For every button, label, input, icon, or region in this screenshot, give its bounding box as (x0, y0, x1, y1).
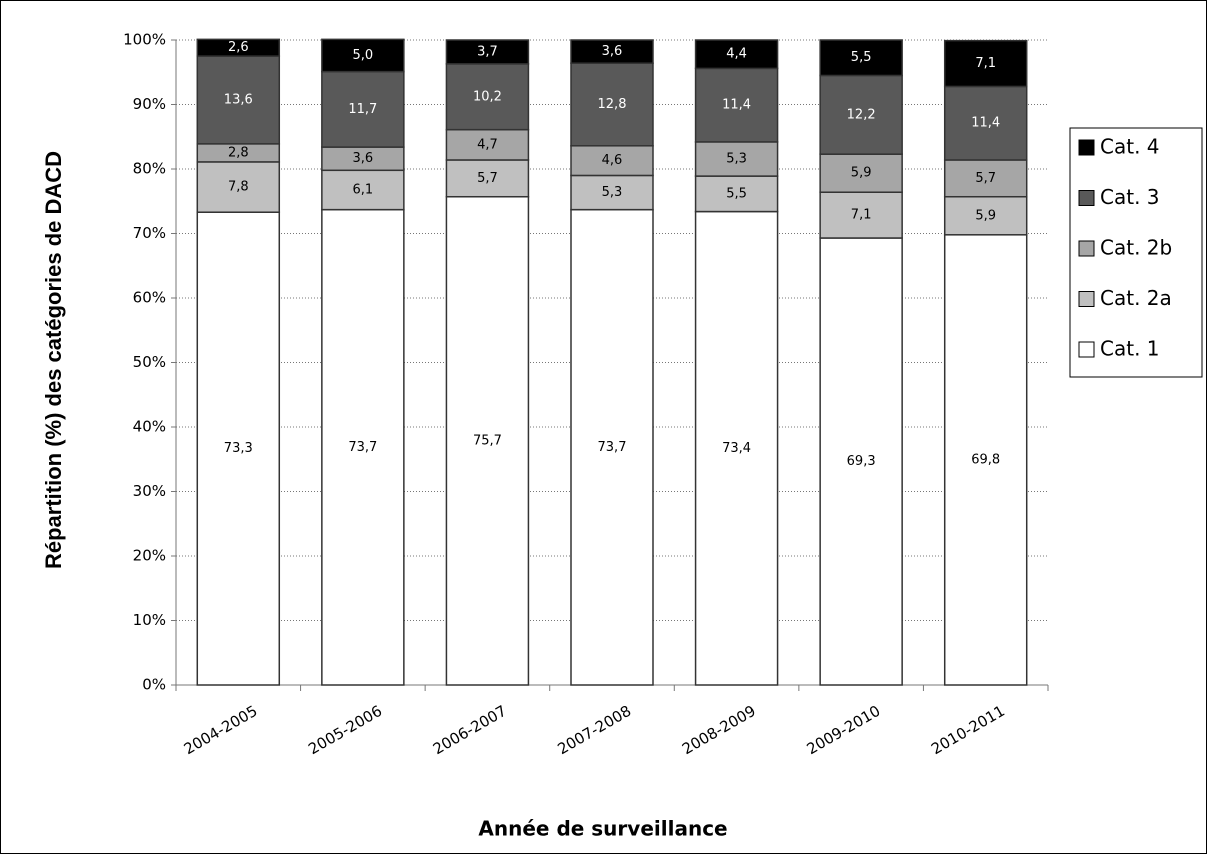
data-label: 5,7 (477, 171, 498, 186)
legend-swatch (1078, 190, 1095, 206)
data-label: 11,7 (348, 102, 377, 117)
y-tick-label: 30% (133, 482, 166, 500)
data-label: 12,8 (598, 97, 627, 112)
legend-label: Cat. 3 (1100, 185, 1160, 209)
bar-segment (694, 67, 779, 143)
data-label: 3,6 (353, 151, 374, 166)
x-axis-title: Année de surveillance (478, 817, 727, 841)
data-label: 5,9 (975, 208, 996, 223)
y-tick-label: 20% (133, 547, 166, 565)
legend-swatch (1078, 291, 1095, 307)
data-label: 5,0 (353, 48, 374, 63)
bar-segment (694, 141, 779, 177)
legend-label: Cat. 4 (1100, 135, 1160, 159)
legend-swatch (1078, 139, 1095, 156)
y-tick-label: 10% (133, 611, 166, 629)
y-tick-label: 0% (142, 676, 166, 694)
bar-segment (819, 191, 903, 239)
bar-segment (819, 39, 903, 77)
legend-label: Cat. 2a (1100, 286, 1172, 310)
data-label: 7,1 (975, 56, 996, 71)
data-label: 5,3 (726, 152, 747, 167)
data-label: 11,4 (722, 98, 751, 113)
bar-segment (570, 39, 654, 64)
data-label: 75,7 (473, 433, 502, 448)
data-label: 73,7 (348, 440, 377, 455)
bar-segment (819, 153, 903, 193)
data-label: 69,8 (971, 452, 1000, 467)
bar-segment (694, 39, 779, 70)
data-label: 5,7 (975, 171, 996, 186)
data-label: 13,6 (224, 92, 253, 107)
data-label: 11,4 (971, 116, 1000, 131)
data-label: 3,7 (477, 44, 498, 59)
data-label: 7,8 (228, 180, 249, 195)
y-axis-title: Répartition (%) des catégories de DACD (41, 151, 66, 569)
data-label: 5,9 (851, 166, 872, 181)
data-label: 10,2 (473, 89, 502, 104)
data-label: 12,2 (847, 107, 876, 122)
data-label: 5,3 (602, 185, 623, 200)
bar-segment (694, 175, 779, 213)
y-tick-label: 70% (133, 224, 166, 242)
data-label: 73,3 (224, 441, 253, 456)
data-label: 73,7 (598, 440, 627, 455)
data-label: 2,6 (228, 40, 249, 55)
bar-segment (819, 74, 903, 155)
bar-segment (570, 145, 654, 177)
legend-label: Cat. 1 (1100, 337, 1160, 361)
data-label: 73,4 (722, 441, 751, 456)
data-label: 5,5 (851, 50, 872, 65)
data-label: 69,3 (847, 454, 876, 469)
bar-segment (445, 63, 530, 131)
y-tick-label: 40% (133, 418, 166, 436)
data-label: 5,5 (726, 186, 747, 201)
legend-swatch (1078, 341, 1095, 358)
data-label: 4,6 (602, 153, 623, 168)
y-tick-label: 80% (133, 160, 166, 178)
data-label: 3,6 (602, 44, 623, 59)
bar-segment (445, 195, 530, 686)
bar-segment (196, 55, 281, 145)
data-label: 2,8 (228, 145, 249, 160)
bar-segment (943, 39, 1028, 88)
data-label: 4,4 (726, 47, 747, 62)
bar-segment (196, 211, 281, 686)
bar-segment (570, 174, 654, 211)
y-tick-label: 50% (133, 353, 166, 371)
bar-segment (445, 39, 530, 65)
bar-segment (321, 38, 405, 73)
bar-segment (196, 38, 281, 57)
data-label: 4,7 (477, 137, 498, 152)
bar-segment (819, 237, 903, 686)
legend-swatch (1078, 240, 1095, 257)
y-tick-label: 100% (123, 31, 166, 49)
bar-segment (321, 208, 405, 686)
y-tick-label: 60% (133, 289, 166, 307)
y-tick-label: 90% (133, 95, 166, 113)
data-label: 7,1 (851, 208, 872, 223)
bar-segment (321, 169, 405, 211)
data-label: 6,1 (353, 182, 374, 197)
legend-label: Cat. 2b (1100, 236, 1172, 260)
bar-segment (694, 210, 779, 686)
